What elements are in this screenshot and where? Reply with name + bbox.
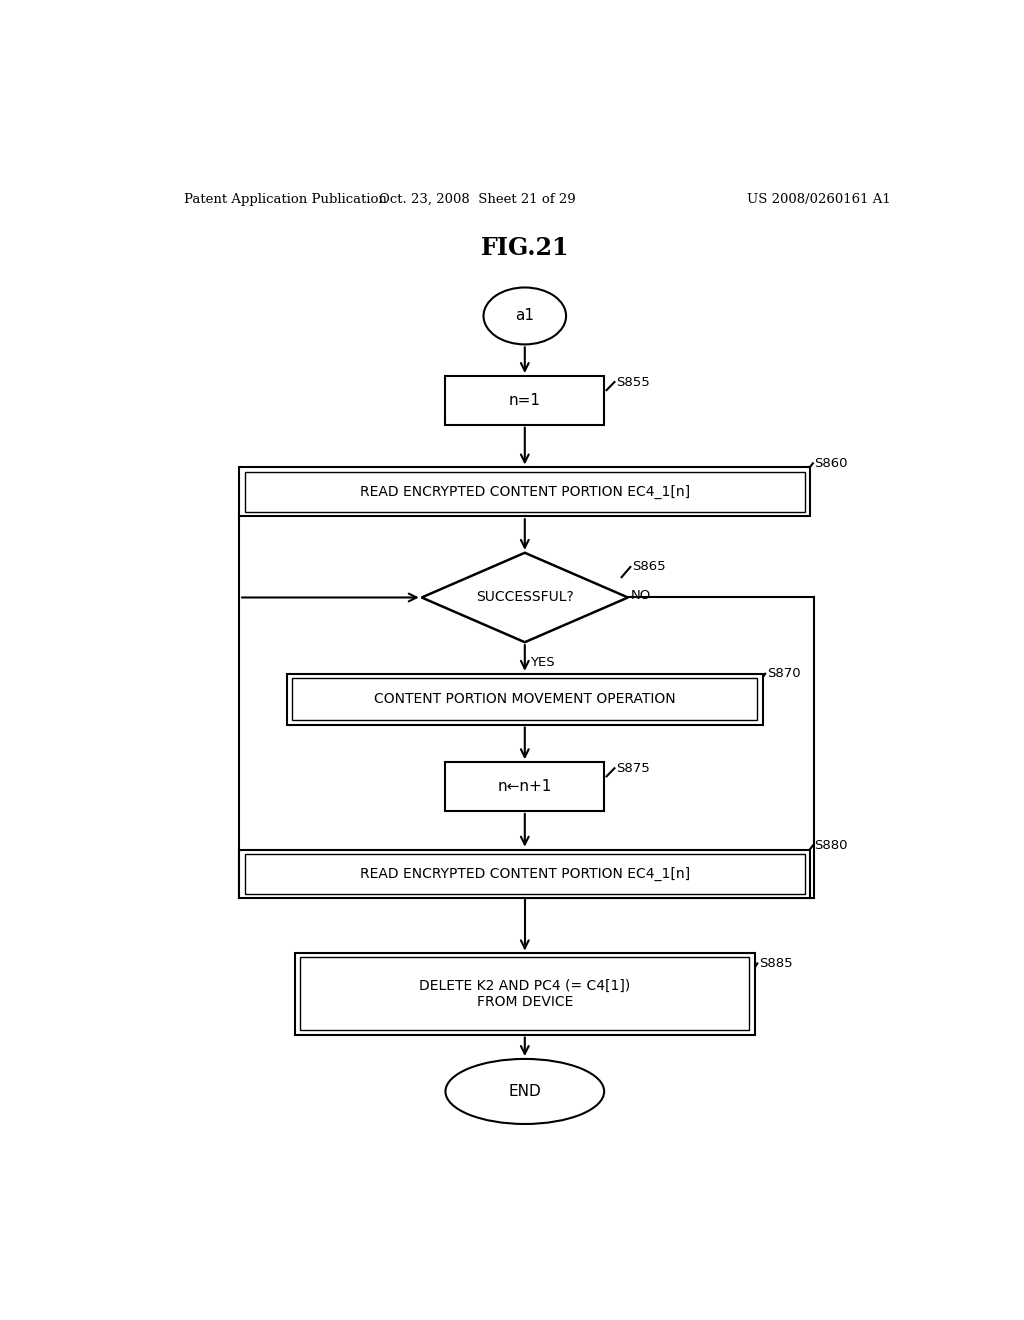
Text: S885: S885 [759,957,793,970]
Text: S870: S870 [767,667,801,680]
Text: n←n+1: n←n+1 [498,779,552,795]
Text: n=1: n=1 [509,393,541,408]
Text: a1: a1 [515,309,535,323]
Text: READ ENCRYPTED CONTENT PORTION EC4_1[n]: READ ENCRYPTED CONTENT PORTION EC4_1[n] [359,484,690,499]
Text: CONTENT PORTION MOVEMENT OPERATION: CONTENT PORTION MOVEMENT OPERATION [374,692,676,706]
Text: US 2008/0260161 A1: US 2008/0260161 A1 [746,193,890,206]
Text: FIG.21: FIG.21 [480,236,569,260]
Bar [240,467,811,516]
Bar [245,854,805,894]
Text: DELETE K2 AND PC4 (= C4[1])
FROM DEVICE: DELETE K2 AND PC4 (= C4[1]) FROM DEVICE [419,979,631,1008]
Text: YES: YES [529,656,554,669]
Bar [295,953,755,1035]
Bar [245,471,805,512]
Polygon shape [422,553,628,643]
Bar [445,762,604,810]
Bar [240,850,811,899]
Text: SUCCESSFUL?: SUCCESSFUL? [476,590,573,605]
Text: END: END [509,1084,541,1100]
Bar [287,673,763,725]
Text: Oct. 23, 2008  Sheet 21 of 29: Oct. 23, 2008 Sheet 21 of 29 [379,193,575,206]
Text: NO: NO [631,589,651,602]
Text: S860: S860 [814,457,848,470]
Text: S855: S855 [616,375,650,388]
Text: S875: S875 [616,762,650,775]
Text: Patent Application Publication: Patent Application Publication [183,193,386,206]
Bar [300,957,750,1031]
Bar [292,678,758,721]
Text: S865: S865 [632,561,666,573]
Text: READ ENCRYPTED CONTENT PORTION EC4_1[n]: READ ENCRYPTED CONTENT PORTION EC4_1[n] [359,867,690,880]
Text: S880: S880 [814,840,848,851]
Bar [445,376,604,425]
